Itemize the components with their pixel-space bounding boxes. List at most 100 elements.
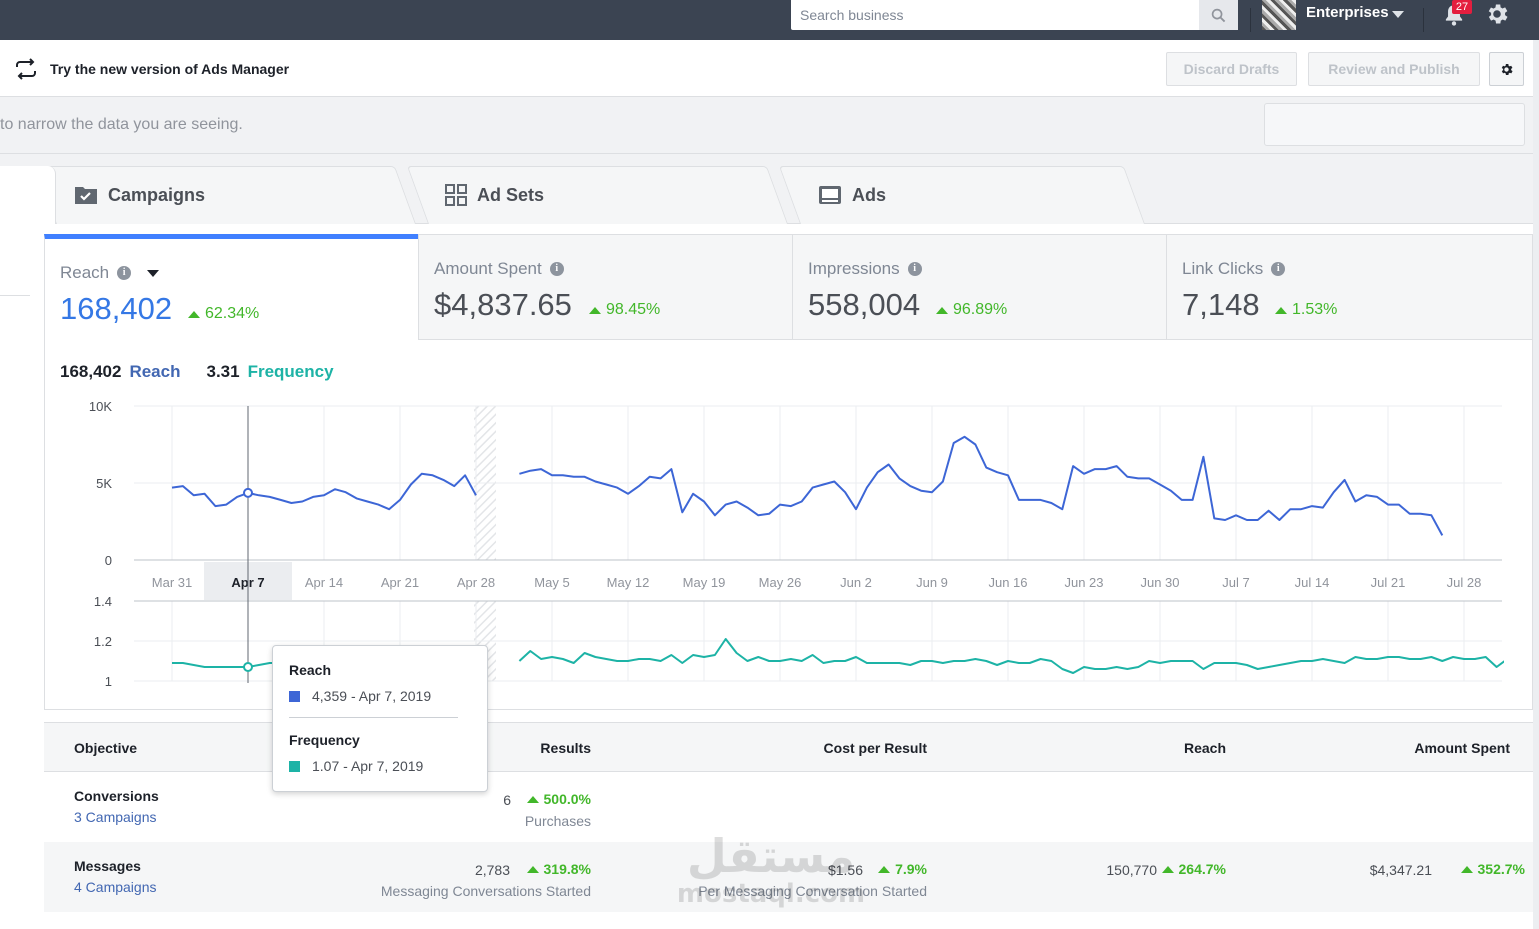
search-business <box>791 0 1238 30</box>
row-results-sub: Messaging Conversations Started <box>380 883 591 899</box>
avatar[interactable] <box>1262 0 1296 30</box>
tab-ad-sets[interactable]: Ad Sets <box>445 167 544 223</box>
chevron-down-icon[interactable] <box>1392 11 1404 18</box>
scrollbar[interactable] <box>1533 40 1539 929</box>
table-header: Objective Results Cost per Result Reach … <box>44 722 1539 772</box>
x-tick-label: Jun 16 <box>988 575 1027 590</box>
settings-button[interactable] <box>1489 52 1524 86</box>
tab-account-overview[interactable] <box>0 166 56 224</box>
tooltip-sep: - <box>350 688 356 704</box>
tooltip-frequency-value: 1.07 <box>312 758 340 774</box>
search-input[interactable] <box>791 0 1199 30</box>
tab-ads[interactable]: Ads <box>818 167 886 223</box>
row-amount-delta: 352.7% <box>1460 861 1525 877</box>
metric-link-clicks-delta: 1.53% <box>1275 301 1337 319</box>
filter-bar: to narrow the data you are seeing. <box>0 97 1539 154</box>
up-arrow-icon <box>1161 865 1174 873</box>
metric-impressions-delta-value: 96.89% <box>953 301 1008 318</box>
metric-impressions[interactable]: Impressions i 558,004 96.89% <box>792 234 1167 340</box>
info-icon[interactable]: i <box>549 262 564 276</box>
frequency-swatch <box>289 760 300 772</box>
row-results-value: 2,783 <box>474 862 510 878</box>
watermark-arabic: مستقل <box>687 829 855 883</box>
legend-reach-label[interactable]: Reach <box>129 362 181 381</box>
info-icon[interactable]: i <box>1271 262 1286 276</box>
y-tick-label: 5K <box>96 476 112 491</box>
chevron-down-icon[interactable] <box>147 269 160 277</box>
reach-line <box>519 435 1444 536</box>
header-reach[interactable]: Reach <box>1183 740 1226 756</box>
metric-link-clicks-value: 7,148 <box>1182 287 1260 322</box>
row-reach-delta: 264.7% <box>1161 861 1226 877</box>
folder-check-icon <box>75 187 97 204</box>
metric-amount-spent-delta-value: 98.45% <box>606 301 661 318</box>
legend-frequency-label[interactable]: Frequency <box>247 362 334 381</box>
row-campaigns-link[interactable]: 4 Campaigns <box>74 879 157 895</box>
y-tick-label: 0 <box>105 553 112 568</box>
metric-amount-spent-value: $4,837.65 <box>434 287 572 322</box>
metric-link-clicks-label: Link Clicks <box>1182 259 1264 278</box>
reach-hover-point <box>243 487 253 498</box>
up-arrow-icon <box>1460 865 1473 873</box>
header-objective[interactable]: Objective <box>74 740 138 756</box>
up-arrow-icon <box>1275 306 1287 314</box>
reach-swatch <box>289 690 300 702</box>
discard-drafts-button[interactable]: Discard Drafts <box>1166 52 1297 86</box>
metric-reach-delta: 62.34% <box>188 305 259 323</box>
metric-reach-value: 168,402 <box>60 291 173 326</box>
account-name[interactable]: Enterprises <box>1306 4 1389 21</box>
up-arrow-icon <box>589 306 601 314</box>
metric-reach[interactable]: Reach i 168,402 62.34% <box>44 234 419 340</box>
divider <box>0 295 30 296</box>
x-tick-label: May 5 <box>534 575 569 590</box>
header-results[interactable]: Results <box>540 740 591 756</box>
x-tick-label: Jul 21 <box>1371 575 1406 590</box>
grid-icon <box>445 184 467 206</box>
up-arrow-icon <box>188 310 200 318</box>
metric-label: Reach i <box>60 263 160 283</box>
row-campaigns-link[interactable]: 3 Campaigns <box>74 809 157 825</box>
row-results-delta-value: 319.8% <box>543 861 591 877</box>
metric-amount-spent[interactable]: Amount Spent i $4,837.65 98.45% <box>418 234 793 340</box>
gear-icon[interactable] <box>1484 1 1510 27</box>
filter-hint[interactable]: to narrow the data you are seeing. <box>0 116 243 133</box>
info-icon[interactable]: i <box>117 266 132 280</box>
metric-impressions-label: Impressions <box>808 259 900 278</box>
top-navigation-bar: Enterprises 27 <box>0 0 1539 40</box>
x-tick-label: Jun 30 <box>1140 575 1179 590</box>
tab-campaigns[interactable]: Campaigns <box>74 167 205 223</box>
info-icon[interactable]: i <box>907 262 922 276</box>
x-tick-label: Apr 21 <box>381 575 419 590</box>
header-amount-spent[interactable]: Amount Spent <box>1414 740 1510 756</box>
metric-link-clicks-delta-value: 1.53% <box>1292 301 1338 318</box>
header-cost-per-result[interactable]: Cost per Result <box>823 740 927 756</box>
tooltip-reach-value: 4,359 <box>312 688 348 704</box>
search-icon <box>1211 8 1226 22</box>
try-new-version-link[interactable]: Try the new version of Ads Manager <box>14 58 289 80</box>
metric-amount-spent-delta: 98.45% <box>589 301 660 319</box>
legend-frequency-value: 3.31 <box>206 362 240 381</box>
try-new-version-label: Try the new version of Ads Manager <box>50 61 290 77</box>
x-tick-label: Jun 23 <box>1064 575 1103 590</box>
x-tick-label: May 19 <box>683 575 726 590</box>
row-objective-name: Conversions <box>74 788 159 804</box>
metric-link-clicks[interactable]: Link Clicks i 7,148 1.53% <box>1166 234 1533 340</box>
x-tick-label: May 12 <box>607 575 650 590</box>
ads-manager-toolbar: Try the new version of Ads Manager Disca… <box>0 40 1539 97</box>
search-button[interactable] <box>1199 0 1238 30</box>
x-tick-label: Apr 14 <box>305 575 343 590</box>
x-tick-label: Jun 9 <box>916 575 948 590</box>
gear-icon <box>1501 63 1513 75</box>
row-cost-delta-value: 7.9% <box>895 861 927 877</box>
tooltip-frequency-title: Frequency <box>289 732 360 748</box>
up-arrow-icon <box>936 306 948 314</box>
divider <box>1250 8 1251 32</box>
frequency-hover-point <box>243 662 253 672</box>
x-tick-label: Jul 28 <box>1447 575 1482 590</box>
divider <box>1423 8 1424 32</box>
date-range-picker[interactable] <box>1264 103 1525 146</box>
tab-ad-sets-label: Ad Sets <box>477 184 545 205</box>
x-tick-label: Jun 2 <box>840 575 872 590</box>
review-and-publish-button[interactable]: Review and Publish <box>1308 52 1480 86</box>
